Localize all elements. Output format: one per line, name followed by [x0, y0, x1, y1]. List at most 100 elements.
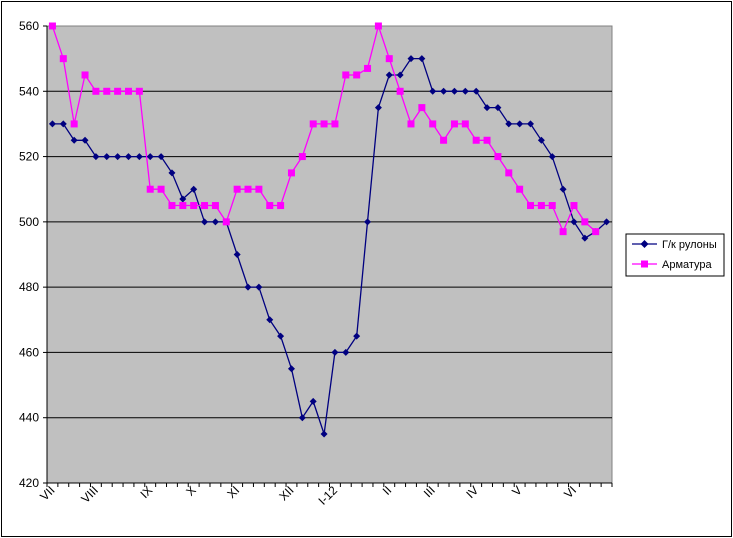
data-point-series-0 [201, 218, 209, 226]
data-point-series-1 [48, 22, 56, 30]
data-point-series-1 [440, 136, 448, 144]
data-point-series-0 [266, 316, 274, 324]
data-point-series-0 [342, 348, 350, 356]
data-point-series-0 [320, 430, 328, 438]
data-point-series-0 [516, 120, 524, 128]
x-tick-label-IV: IV [463, 483, 481, 501]
data-point-series-0 [179, 195, 187, 203]
data-point-series-0 [146, 153, 154, 161]
data-point-series-0 [603, 218, 611, 226]
series-markers [48, 22, 611, 438]
data-point-series-0 [418, 55, 426, 63]
data-point-series-0 [494, 104, 502, 112]
data-point-series-1 [92, 87, 100, 95]
data-point-series-0 [450, 87, 458, 95]
data-point-series-0 [505, 120, 513, 128]
data-point-series-1 [222, 218, 230, 226]
y-tick-label-480: 480 [19, 280, 39, 294]
x-tick-label-XI: XI [224, 483, 242, 501]
data-point-series-0 [407, 55, 415, 63]
data-point-series-0 [81, 136, 89, 144]
legend-marker-diamond-icon [640, 240, 649, 248]
x-tick-label-I-12: I-12 [316, 483, 341, 508]
data-point-series-1 [505, 169, 513, 177]
data-point-series-1 [450, 120, 458, 128]
y-tick-label-440: 440 [19, 411, 39, 425]
data-point-series-0 [364, 218, 372, 226]
data-point-series-0 [211, 218, 219, 226]
data-point-series-1 [255, 185, 263, 193]
y-tick-label-420: 420 [19, 476, 39, 490]
data-point-series-0 [309, 397, 317, 405]
data-point-series-1 [190, 202, 198, 210]
data-point-series-1 [179, 202, 187, 210]
data-point-series-0 [114, 153, 122, 161]
data-point-series-0 [298, 414, 306, 422]
data-point-series-0 [374, 104, 382, 112]
data-point-series-1 [581, 218, 589, 226]
data-point-series-0 [255, 283, 263, 291]
data-point-series-0 [157, 153, 165, 161]
data-point-series-1 [559, 228, 567, 236]
data-point-series-1 [353, 71, 361, 79]
data-point-series-1 [211, 202, 219, 210]
data-point-series-0 [168, 169, 176, 177]
data-point-series-1 [374, 22, 382, 30]
data-point-series-1 [146, 185, 154, 193]
data-point-series-1 [59, 55, 67, 63]
data-point-series-1 [157, 185, 165, 193]
x-tick-label-V: V [509, 483, 525, 499]
data-point-series-1 [396, 87, 404, 95]
data-point-series-1 [494, 153, 502, 161]
data-point-series-1 [70, 120, 78, 128]
data-point-series-1 [201, 202, 209, 210]
data-point-series-1 [472, 136, 480, 144]
data-point-series-1 [407, 120, 415, 128]
data-point-series-1 [124, 87, 132, 95]
data-point-series-1 [309, 120, 317, 128]
data-point-series-0 [48, 120, 56, 128]
x-tick-label-VII: VII [37, 483, 57, 503]
axes [43, 25, 613, 487]
data-point-series-1 [277, 202, 285, 210]
data-point-series-1 [364, 64, 372, 72]
data-point-series-0 [396, 71, 404, 79]
data-point-series-0 [92, 153, 100, 161]
data-point-series-0 [559, 185, 567, 193]
data-point-series-0 [59, 120, 67, 128]
legend-marker-square-icon [641, 260, 648, 268]
y-tick-label-500: 500 [19, 215, 39, 229]
data-point-series-0 [70, 136, 78, 144]
x-tick-label-X: X [183, 483, 199, 499]
data-point-series-1 [331, 120, 339, 128]
legend-box [625, 233, 725, 277]
data-point-series-0 [440, 87, 448, 95]
data-point-series-1 [516, 185, 524, 193]
y-tick-label-460: 460 [19, 345, 39, 359]
data-point-series-1 [548, 202, 556, 210]
data-point-series-1 [103, 87, 111, 95]
y-tick-label-560: 560 [19, 19, 39, 33]
data-point-series-1 [135, 87, 143, 95]
data-point-series-0 [429, 87, 437, 95]
x-tick-label-XII: XII [276, 483, 296, 503]
data-point-series-0 [472, 87, 480, 95]
series-line-0 [52, 57, 608, 435]
x-tick-label-IX: IX [137, 483, 155, 501]
data-point-series-1 [483, 136, 491, 144]
data-point-series-0 [581, 234, 589, 242]
data-point-series-1 [81, 71, 89, 79]
data-point-series-0 [570, 218, 578, 226]
data-point-series-1 [266, 202, 274, 210]
data-point-series-1 [385, 55, 393, 63]
data-point-series-1 [537, 202, 545, 210]
data-point-series-0 [461, 87, 469, 95]
data-point-series-1 [418, 104, 426, 112]
data-point-series-1 [429, 120, 437, 128]
data-point-series-0 [483, 104, 491, 112]
data-point-series-1 [320, 120, 328, 128]
data-point-series-1 [233, 185, 241, 193]
y-tick-label-540: 540 [19, 84, 39, 98]
data-point-series-1 [461, 120, 469, 128]
